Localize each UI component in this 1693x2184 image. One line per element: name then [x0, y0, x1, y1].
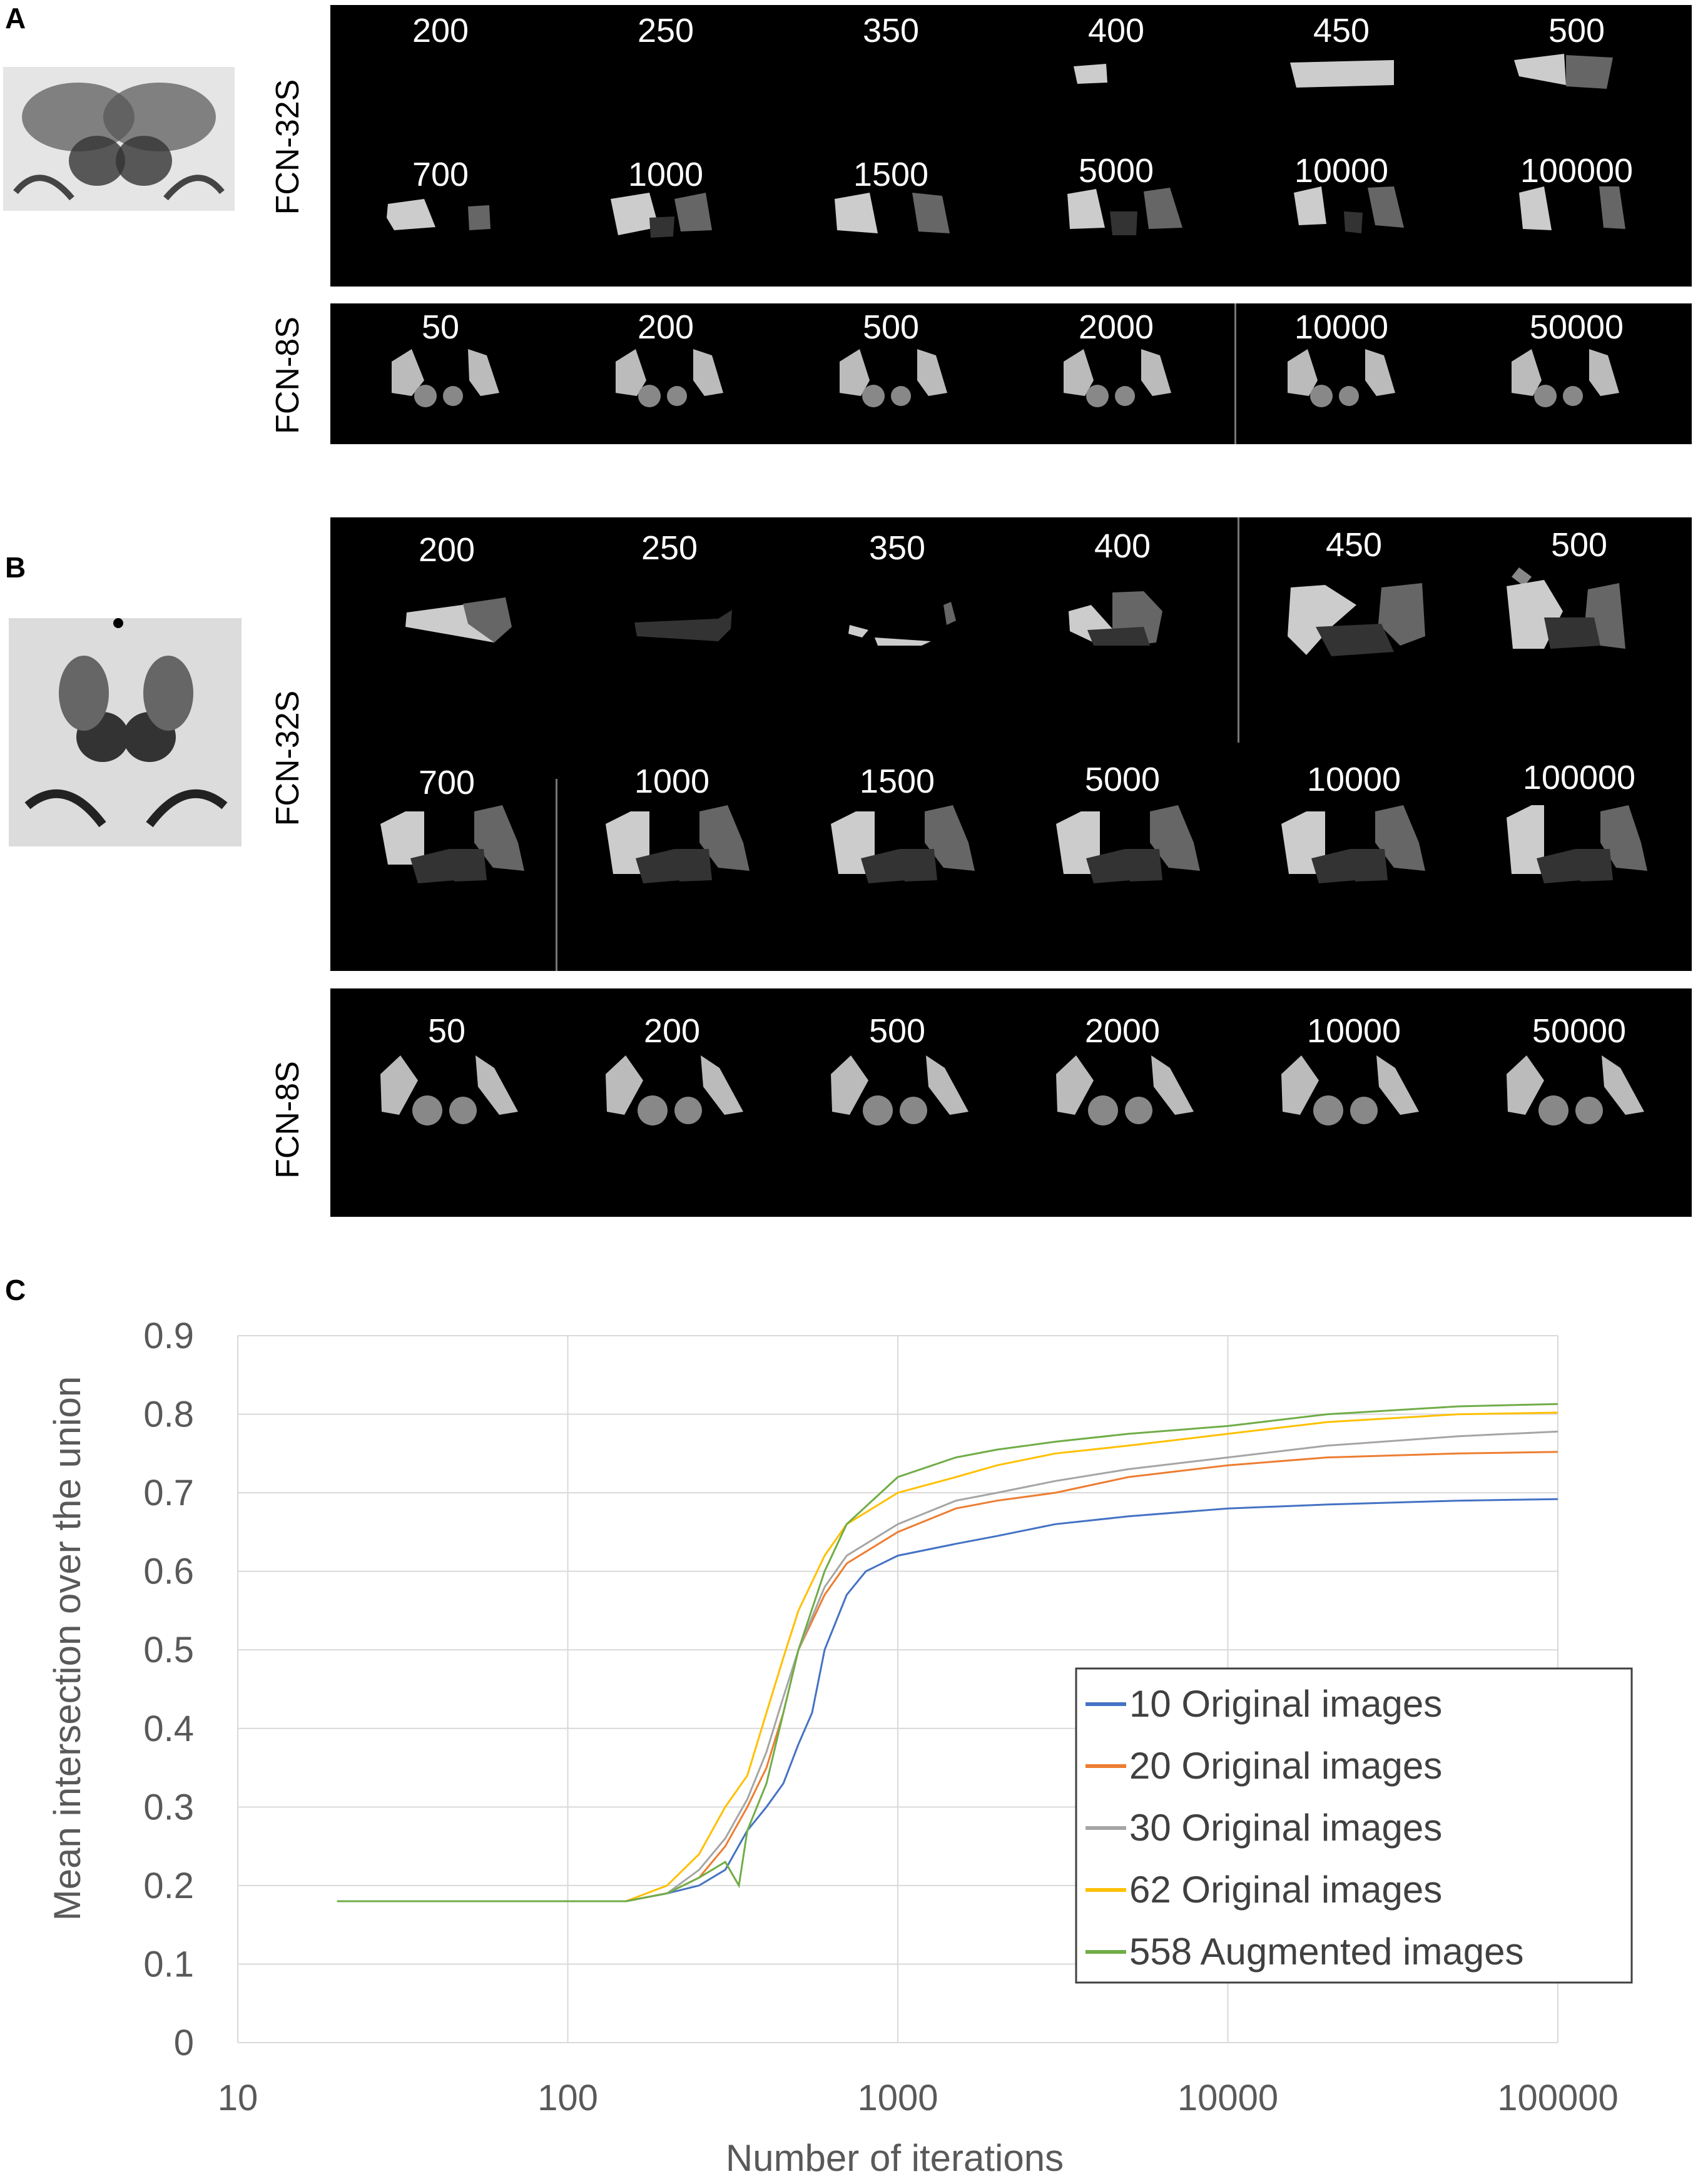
- y-tick-label: 0.5: [143, 1630, 194, 1670]
- iter-label: 50000: [1529, 308, 1624, 346]
- iter-label: 50: [427, 1012, 466, 1050]
- legend-entry: 62 Original images: [1129, 1869, 1442, 1911]
- panel-a-fcn32s-label: FCN-32S: [270, 79, 306, 215]
- iter-label: 5000: [1084, 761, 1161, 798]
- panel-a-letter: A: [5, 2, 26, 34]
- panel-a-fcn8s-divider: [1234, 303, 1236, 444]
- iter-label: 400: [1094, 527, 1151, 565]
- panel-a-fcn8s-label: FCN-8S: [270, 317, 306, 434]
- panel-a-mri-thumbnail: [3, 67, 235, 211]
- panel-b-fcn8s-panel: [330, 988, 1692, 1217]
- panel-b-segmentation-masks: [380, 567, 1647, 1125]
- iter-label: 400: [1087, 12, 1145, 49]
- legend-entry: 20 Original images: [1129, 1745, 1442, 1787]
- iter-label: 50: [421, 308, 460, 346]
- iter-label: 350: [862, 12, 920, 49]
- panel-b-divider-top: [1238, 517, 1239, 743]
- iter-label: 500: [868, 1012, 926, 1050]
- x-tick-label: 100: [537, 2078, 598, 2118]
- iter-label: 200: [412, 12, 469, 49]
- y-tick-label: 0.1: [143, 1944, 194, 1984]
- iter-label: 450: [1313, 12, 1370, 49]
- iter-label: 10000: [1294, 308, 1389, 346]
- iter-label: 500: [1550, 526, 1608, 564]
- iter-label: 10000: [1306, 761, 1401, 798]
- panel-b-fcn32s-label: FCN-32S: [270, 690, 306, 826]
- chart-series: [337, 1403, 1558, 1902]
- iter-label: 450: [1325, 526, 1383, 564]
- iter-label: 100000: [1520, 152, 1634, 190]
- panel-a-fcn8s-panel: [330, 303, 1692, 444]
- iter-label: 250: [637, 12, 694, 49]
- panel-b-letter: B: [5, 551, 26, 584]
- panel-b-fcn8s-label: FCN-8S: [270, 1061, 306, 1179]
- legend-box: [1075, 1667, 1633, 1984]
- y-tick-label: 0.2: [143, 1866, 194, 1906]
- x-tick-label: 10: [218, 2078, 258, 2118]
- panel-a-fcn32s-panel: [330, 5, 1692, 287]
- iter-label: 1000: [634, 763, 710, 800]
- iter-label: 700: [412, 156, 469, 193]
- panel-b-divider-bottom: [556, 779, 557, 971]
- legend-entry: 30 Original images: [1129, 1807, 1442, 1849]
- x-tick-label: 1000: [857, 2078, 938, 2118]
- iter-label: 500: [862, 308, 920, 346]
- iter-label: 2000: [1084, 1012, 1161, 1050]
- panel-c-letter: C: [5, 1274, 26, 1306]
- iter-label: 500: [1548, 12, 1605, 49]
- panel-b-mri-thumbnail: [9, 618, 241, 846]
- iter-label: 700: [418, 764, 475, 801]
- x-axis-title: Number of iterations: [726, 2137, 1064, 2179]
- y-tick-label: 0.8: [143, 1394, 194, 1435]
- iter-label: 200: [643, 1012, 701, 1050]
- series-line-3: [337, 1430, 1558, 1902]
- y-tick-label: 0.6: [143, 1552, 194, 1592]
- panel-a-segmentation-masks: [387, 54, 1625, 407]
- iter-label: 10000: [1294, 152, 1389, 190]
- series-line-5: [337, 1403, 1558, 1902]
- x-tick-label: 100000: [1497, 2078, 1619, 2118]
- iter-label: 1500: [853, 156, 929, 193]
- y-tick-label: 0: [174, 2023, 194, 2063]
- series-line-1: [337, 1498, 1558, 1902]
- iter-label: 200: [637, 308, 694, 346]
- y-tick-label: 0.7: [143, 1473, 194, 1513]
- x-tick-label: 10000: [1177, 2078, 1278, 2118]
- iter-label: 10000: [1306, 1012, 1401, 1050]
- series-line-2: [337, 1451, 1558, 1902]
- iter-label: 2000: [1078, 308, 1154, 346]
- iter-label: 200: [418, 531, 475, 569]
- y-tick-label: 0.3: [143, 1787, 194, 1827]
- iter-label: 100000: [1522, 759, 1636, 796]
- series-line-4: [337, 1411, 1558, 1902]
- iter-label: 350: [868, 529, 926, 567]
- legend-entry: 558 Augmented images: [1129, 1931, 1523, 1973]
- legend-entry: 10 Original images: [1129, 1683, 1442, 1725]
- iter-label: 1000: [628, 156, 704, 193]
- y-axis-title: Mean intersection over the union: [46, 1376, 88, 1921]
- chart-legend: 10 Original images 20 Original images 30 O…: [1075, 1667, 1633, 1984]
- mean-iou-line-chart: 00.10.20.30.40.50.60.70.80.9 10 100 1000 10…: [46, 1316, 1633, 2179]
- x-axis-ticks: 10 100 1000 10000 100000: [218, 2078, 1619, 2118]
- iter-label: 5000: [1078, 152, 1154, 190]
- iter-label: 250: [641, 529, 698, 567]
- y-tick-label: 0.4: [143, 1709, 194, 1749]
- iter-label: 50000: [1532, 1012, 1627, 1050]
- y-axis-ticks: 0 0.1 0.2 0.3 0.4 0.5 0.6 0.7 0.8 0.9: [143, 1316, 194, 2063]
- y-tick-label: 0.9: [143, 1316, 194, 1356]
- iter-label: 1500: [859, 763, 935, 800]
